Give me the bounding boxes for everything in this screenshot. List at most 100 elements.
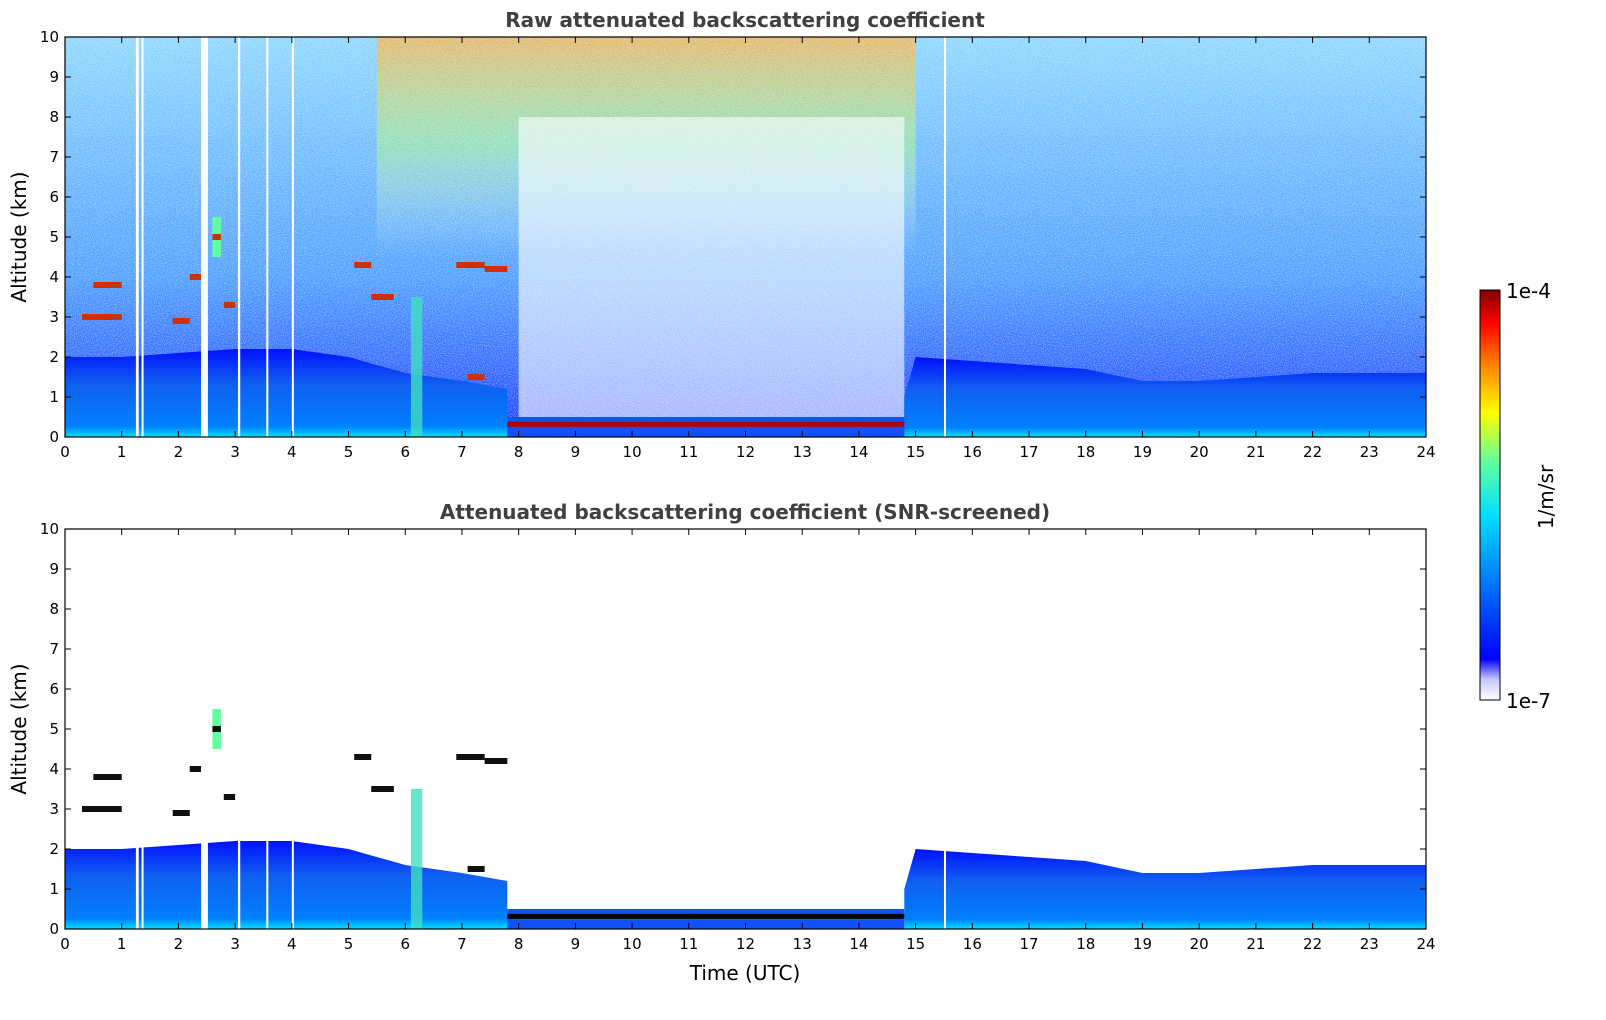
elevated-layer	[456, 754, 485, 760]
colorbar: 1e-4 1e-7 1/m/sr	[1479, 279, 1558, 713]
data-gap	[291, 37, 294, 437]
x-tick-label: 11	[679, 443, 698, 461]
x-tick-label: 2	[174, 935, 184, 953]
y-tick-label: 10	[40, 520, 59, 538]
low-cloud-layer	[507, 421, 905, 427]
x-tick-label: 10	[623, 443, 642, 461]
data-gap	[141, 37, 144, 437]
colorbar-max-label: 1e-4	[1506, 279, 1551, 303]
raw-x-axis: 0 1 2 3 4 5 6 7 8 9 10 11 12 13 14 15 16 17 18 19 20 21 22 23 24	[60, 37, 1436, 461]
elevated-layer	[172, 810, 190, 816]
y-tick-label: 9	[49, 560, 59, 578]
y-tick-label: 0	[49, 920, 59, 938]
data-gap	[237, 529, 241, 929]
elevated-layer	[93, 282, 122, 288]
boundary-layer-evening	[904, 849, 1426, 929]
y-tick-label: 5	[49, 720, 59, 738]
elevated-layer	[354, 754, 372, 760]
data-gap	[266, 37, 269, 437]
x-tick-label: 16	[963, 443, 982, 461]
x-tick-label: 12	[736, 935, 755, 953]
y-tick-label: 4	[49, 268, 59, 286]
data-gap	[135, 37, 139, 437]
y-tick-label: 3	[49, 800, 59, 818]
low-cloud-layer	[507, 913, 905, 919]
elevated-layer	[371, 786, 394, 792]
x-tick-label: 24	[1416, 935, 1435, 953]
raw-panel-title: Raw attenuated backscattering coefficien…	[505, 8, 985, 32]
x-tick-label: 23	[1360, 935, 1379, 953]
x-tick-label: 2	[174, 443, 184, 461]
elevated-layer	[467, 374, 485, 380]
y-tick-label: 4	[49, 760, 59, 778]
x-tick-label: 1	[117, 443, 127, 461]
y-tick-label: 10	[40, 28, 59, 46]
x-tick-label: 10	[623, 935, 642, 953]
x-tick-label: 7	[457, 443, 467, 461]
data-gap	[943, 529, 946, 929]
snr-panel-title: Attenuated backscattering coefficient (S…	[440, 500, 1050, 524]
x-tick-label: 14	[849, 443, 868, 461]
snr-x-axis: 0 1 2 3 4 5 6 7 8 9 10 11 12 13 14 15 16 17 18 19 20 21 22 23 24	[60, 529, 1436, 953]
x-tick-label: 5	[344, 443, 354, 461]
elevated-layer	[456, 262, 485, 268]
x-tick-label: 18	[1076, 935, 1095, 953]
x-tick-label: 13	[793, 935, 812, 953]
x-tick-label: 23	[1360, 443, 1379, 461]
data-gap	[201, 37, 208, 437]
elevated-layer	[172, 318, 190, 324]
raw-heatmap	[65, 37, 1426, 437]
elevated-layer	[467, 866, 485, 872]
raw-y-axis-label: Altitude (km)	[7, 171, 31, 302]
elevated-layer	[82, 314, 122, 320]
convective-plume	[410, 789, 423, 929]
y-tick-label: 2	[49, 840, 59, 858]
sub-cloud-layer	[507, 417, 905, 437]
elevated-layer	[223, 302, 236, 308]
x-tick-label: 19	[1133, 935, 1152, 953]
x-tick-label: 12	[736, 443, 755, 461]
y-tick-label: 8	[49, 108, 59, 126]
data-gap	[135, 529, 139, 929]
boundary-layer-morning	[65, 349, 508, 437]
y-tick-label: 0	[49, 428, 59, 446]
x-tick-label: 20	[1190, 443, 1209, 461]
x-tick-label: 15	[906, 443, 925, 461]
y-tick-label: 1	[49, 880, 59, 898]
x-tick-label: 17	[1019, 935, 1038, 953]
x-tick-label: 9	[571, 443, 581, 461]
data-gap	[943, 37, 946, 437]
x-tick-label: 21	[1246, 443, 1265, 461]
x-tick-label: 8	[514, 935, 524, 953]
x-tick-label: 14	[849, 935, 868, 953]
x-tick-label: 4	[287, 935, 297, 953]
elevated-layer	[354, 262, 372, 268]
x-tick-label: 21	[1246, 935, 1265, 953]
x-tick-label: 7	[457, 935, 467, 953]
elevated-layer	[223, 794, 236, 800]
x-tick-label: 16	[963, 935, 982, 953]
y-tick-label: 2	[49, 348, 59, 366]
x-tick-label: 13	[793, 443, 812, 461]
raw-backscatter-panel: Raw attenuated backscattering coefficien…	[7, 8, 1436, 461]
y-tick-label: 7	[49, 148, 59, 166]
x-tick-label: 3	[230, 443, 240, 461]
x-tick-label: 5	[344, 935, 354, 953]
y-tick-label: 9	[49, 68, 59, 86]
y-tick-label: 8	[49, 600, 59, 618]
colorbar-gradient	[1479, 289, 1501, 701]
elevated-layer	[189, 274, 202, 280]
x-tick-label: 22	[1303, 443, 1322, 461]
data-gap	[266, 529, 269, 929]
y-tick-label: 3	[49, 308, 59, 326]
x-tick-label: 1	[117, 935, 127, 953]
x-tick-label: 20	[1190, 935, 1209, 953]
raw-y-axis: 0 1 2 3 4 5 6 7 8 9 10	[40, 28, 1426, 446]
elevated-layer	[371, 294, 394, 300]
x-tick-label: 22	[1303, 935, 1322, 953]
y-tick-label: 5	[49, 228, 59, 246]
colorbar-min-label: 1e-7	[1506, 689, 1551, 713]
x-tick-label: 6	[400, 443, 410, 461]
x-axis-label: Time (UTC)	[689, 961, 801, 985]
